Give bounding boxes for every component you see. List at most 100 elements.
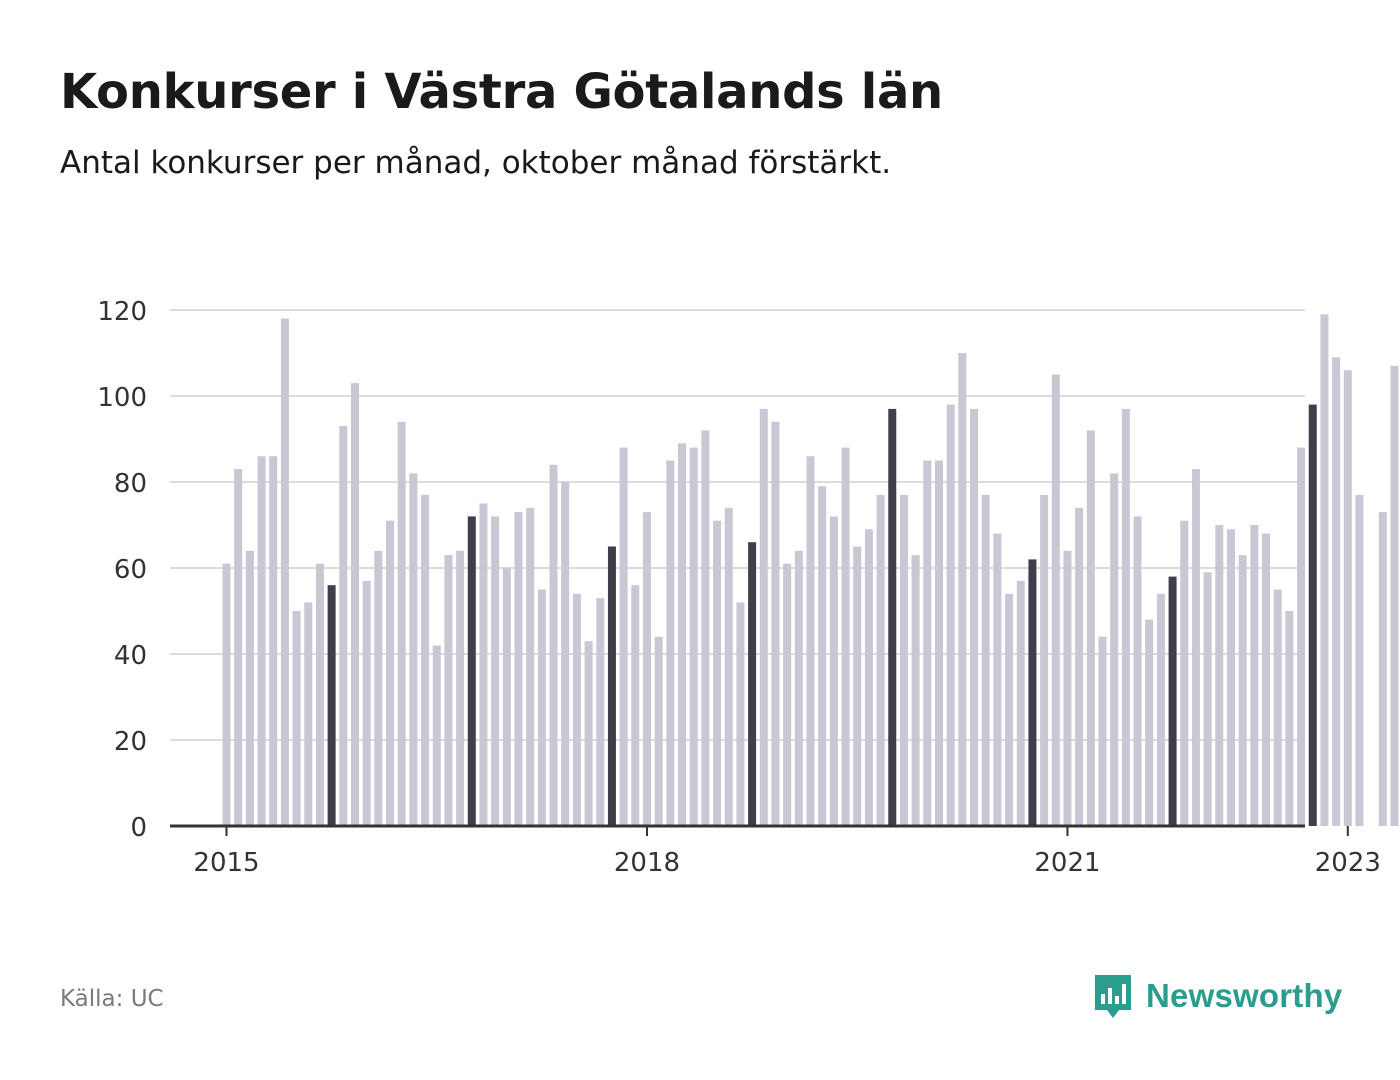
axes [170,824,1349,836]
bar [304,602,313,826]
bar [386,520,395,826]
bar [596,598,605,826]
bar [1110,473,1119,826]
bar [748,542,757,826]
bar [631,585,640,826]
x-tick-label: 2018 [614,848,680,878]
bar [713,520,722,826]
bar [222,563,231,826]
bar [958,353,967,826]
bar [1320,314,1329,826]
bar [491,516,500,826]
bar [1215,525,1224,826]
bar [970,408,979,826]
bar [1133,516,1142,826]
bar [946,404,955,826]
bar [888,408,897,826]
bar [1262,533,1271,826]
bar [1203,572,1212,826]
bar [1180,520,1189,826]
bar [934,460,943,826]
bar [841,447,850,826]
bar [572,593,581,826]
bar [421,494,430,826]
bar [1098,636,1107,826]
brand-logo: Newsworthy [1092,972,1342,1020]
bar [350,383,359,826]
bar [642,512,651,826]
bar [1273,589,1282,826]
bar [1226,529,1235,826]
bar [409,473,418,826]
x-tick-label: 2021 [1034,848,1100,878]
bar [1343,370,1352,826]
bar [245,550,254,826]
bar [701,430,710,826]
bar [1285,611,1294,826]
bar [678,443,687,826]
bar [654,636,663,826]
bar [771,421,780,826]
bars [222,314,1399,826]
bar [736,602,745,826]
bar [292,611,301,826]
bar [607,546,616,826]
bar [818,486,827,826]
bar [1355,494,1364,826]
bar [339,426,348,826]
bar [269,456,278,826]
bar [479,503,488,826]
bar [1051,374,1060,826]
bar [1390,365,1399,826]
bar [853,546,862,826]
bar [1191,469,1200,826]
bar [783,563,792,826]
chart-subtitle: Antal konkurser per månad, oktober månad… [60,145,892,181]
bar [467,516,476,826]
bar [1145,619,1154,826]
bar [514,512,523,826]
bar [689,447,698,826]
bar [561,482,570,826]
bar [981,494,990,826]
bar [724,507,733,826]
bar [1016,580,1025,826]
bar [899,494,908,826]
bar [397,421,406,826]
bar [327,585,336,826]
bar [1040,494,1049,826]
bar [315,563,324,826]
bar [1297,447,1306,826]
bar [1308,404,1317,826]
bar [1121,408,1130,826]
bar [1028,559,1037,826]
x-tick-label: 2023 [1315,848,1381,878]
chart-logo-icon [1095,975,1131,1018]
y-tick-label: 60 [114,555,147,585]
bar [257,456,266,826]
bar [1250,525,1259,826]
y-tick-label: 20 [114,727,147,757]
bar [1063,550,1072,826]
bar [374,550,383,826]
bar [1378,512,1387,826]
bar [876,494,885,826]
bar [1005,593,1014,826]
bar [502,568,511,826]
bar [432,645,441,826]
bar [526,507,535,826]
bar [864,529,873,826]
y-tick-label: 80 [114,469,147,499]
bar [1075,507,1084,826]
bar [280,318,289,826]
bar [923,460,932,826]
x-tick-label: 2015 [193,848,259,878]
bar [234,469,243,826]
bar [829,516,838,826]
bar [911,555,920,826]
y-tick-label: 120 [97,297,147,327]
bar [584,641,593,826]
bar [993,533,1002,826]
bar [1168,576,1177,826]
